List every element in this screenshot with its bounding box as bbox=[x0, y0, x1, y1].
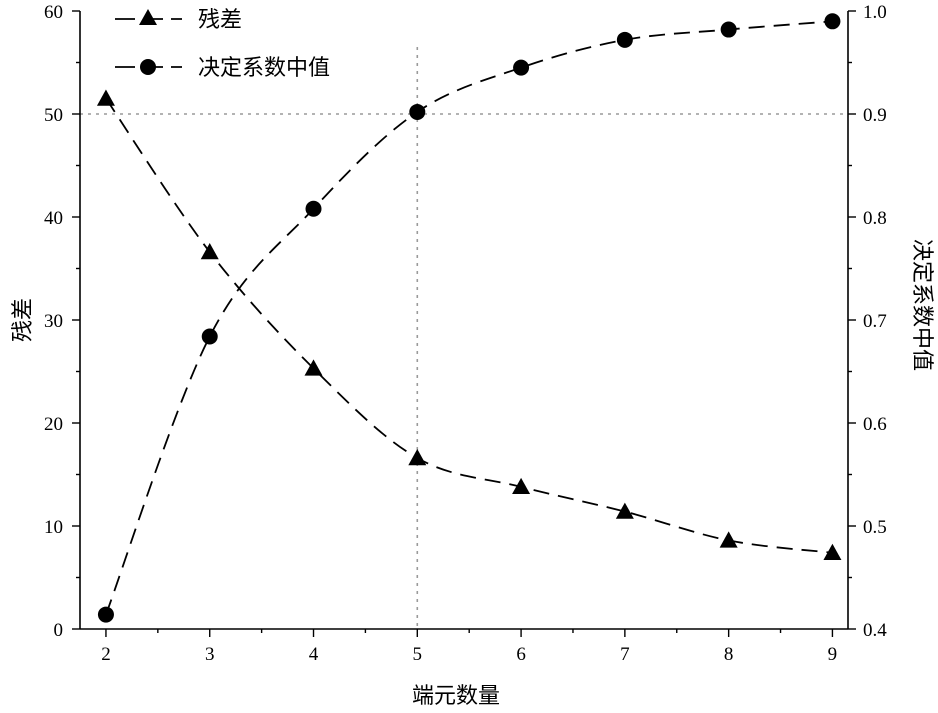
right-y-axis-title: 决定系数中值 bbox=[909, 239, 934, 371]
r2-median-point-marker bbox=[201, 328, 218, 345]
residual-point-marker bbox=[200, 243, 219, 260]
x-tick-label: 3 bbox=[205, 644, 215, 665]
residual-point-marker bbox=[304, 359, 323, 376]
right-y-tick-label: 0.8 bbox=[863, 208, 887, 229]
ticks: 2 3 4 5 6 7 8 9 0 10 20 30 40 50 60 0.4 0.5 0.6 0.7 0.8 0.9 1… bbox=[44, 2, 887, 665]
x-axis-title: 端元数量 bbox=[412, 684, 500, 709]
right-y-tick-label: 0.9 bbox=[863, 105, 887, 126]
axes bbox=[79, 11, 849, 630]
x-tick-label: 8 bbox=[724, 644, 734, 665]
x-tick-label: 5 bbox=[413, 644, 423, 665]
left-y-tick-label: 40 bbox=[44, 208, 63, 229]
left-y-tick-label: 50 bbox=[44, 105, 63, 126]
legend: 残差 决定系数中值 bbox=[115, 8, 330, 81]
legend-label-residual: 残差 bbox=[198, 8, 242, 33]
series-line-1 bbox=[105, 20, 833, 615]
r2-median-point-marker bbox=[409, 103, 426, 120]
residual-point-marker bbox=[615, 502, 634, 519]
legend-circle-marker bbox=[140, 59, 156, 75]
left-y-tick-label: 30 bbox=[44, 311, 63, 332]
x-tick-label: 9 bbox=[828, 644, 838, 665]
x-tick-label: 2 bbox=[101, 644, 111, 665]
residual-point-marker bbox=[512, 477, 531, 495]
right-y-tick-label: 0.4 bbox=[863, 620, 887, 641]
left-y-tick-label: 60 bbox=[44, 2, 63, 23]
left-y-tick-label: 10 bbox=[44, 517, 63, 538]
r2-median-point-marker bbox=[824, 13, 841, 30]
residual-point-marker bbox=[823, 543, 842, 560]
x-tick-label: 7 bbox=[620, 644, 630, 665]
residual-point-marker bbox=[719, 531, 738, 548]
r2-median-point-marker bbox=[305, 200, 322, 217]
r2-median-point-marker bbox=[513, 59, 530, 76]
right-y-tick-label: 0.5 bbox=[863, 517, 887, 538]
right-y-tick-label: 1.0 bbox=[863, 2, 887, 23]
r2-median-point-marker bbox=[720, 21, 737, 38]
left-y-axis-title: 残差 bbox=[11, 298, 36, 342]
residual-point-marker bbox=[408, 449, 427, 466]
reference-lines bbox=[80, 47, 848, 629]
series-layer bbox=[105, 20, 833, 615]
left-y-tick-label: 0 bbox=[54, 620, 64, 641]
r2-median-point-marker bbox=[97, 606, 114, 623]
legend-entry-residual: 残差 bbox=[115, 8, 242, 33]
right-y-tick-label: 0.7 bbox=[863, 311, 887, 332]
left-y-tick-label: 20 bbox=[44, 414, 63, 435]
x-tick-label: 6 bbox=[516, 644, 526, 665]
markers bbox=[96, 13, 842, 623]
r2-median-point-marker bbox=[616, 31, 633, 48]
x-tick-label: 4 bbox=[309, 644, 319, 665]
legend-label-r2-median: 决定系数中值 bbox=[198, 56, 330, 81]
residual-point-marker bbox=[96, 89, 115, 106]
right-y-tick-label: 0.6 bbox=[863, 414, 887, 435]
legend-entry-r2-median: 决定系数中值 bbox=[115, 56, 330, 81]
legend-triangle-marker bbox=[139, 9, 157, 25]
